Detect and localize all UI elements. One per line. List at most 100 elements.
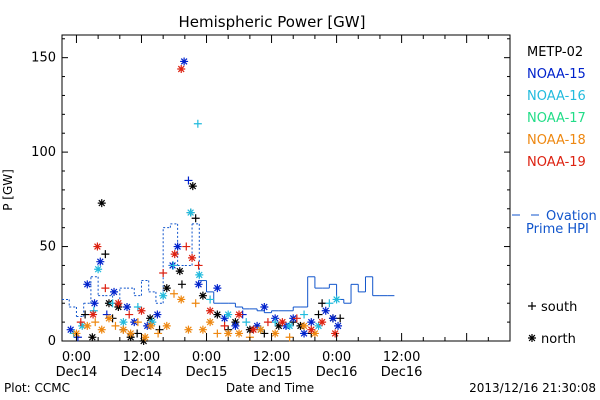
x-tick-label-time: 12:00 <box>123 350 160 365</box>
data-point-north <box>153 310 162 319</box>
data-point-north <box>220 314 229 323</box>
data-point-south <box>528 302 536 310</box>
data-point-north <box>146 321 155 330</box>
symbol-legend-label: south <box>541 300 577 315</box>
data-point-north <box>126 329 135 338</box>
x-tick-label-date: Dec16 <box>381 365 423 380</box>
data-point-north <box>224 310 233 319</box>
data-point-south <box>220 321 229 330</box>
x-axis-label: Date and Time <box>226 381 314 395</box>
data-point-north <box>123 303 132 311</box>
data-point-south <box>260 329 269 338</box>
data-point-north <box>321 306 330 315</box>
data-point-north <box>173 242 182 251</box>
data-point-north <box>114 299 123 308</box>
data-points <box>66 57 345 345</box>
series-noaa-15 <box>66 57 343 342</box>
data-point-south <box>206 295 215 304</box>
y-axis-label: P [GW] <box>1 169 15 211</box>
data-point-south <box>170 289 178 298</box>
data-point-south <box>133 318 142 327</box>
data-point-north <box>97 199 106 208</box>
x-tick-label-time: 0:00 <box>322 350 351 365</box>
data-point-north <box>307 318 316 327</box>
data-point-south <box>285 333 294 342</box>
data-point-north <box>213 284 222 293</box>
data-point-north <box>78 321 87 330</box>
data-point-south <box>325 299 334 308</box>
data-point-south <box>125 310 134 319</box>
data-point-south <box>169 261 178 270</box>
data-point-south <box>155 325 164 334</box>
data-point-north <box>94 265 103 274</box>
data-point-north <box>198 325 207 334</box>
y-tick-label: 50 <box>39 240 56 255</box>
data-point-north <box>104 314 113 323</box>
data-point-north <box>271 329 280 338</box>
legend-item: NOAA-16 <box>527 89 586 104</box>
data-point-north <box>334 321 343 330</box>
x-tick-label-time: 0:00 <box>62 350 91 365</box>
data-point-north <box>194 280 203 289</box>
data-point-south <box>101 284 110 293</box>
data-point-north <box>180 57 189 66</box>
data-point-north <box>89 310 98 319</box>
x-axis: 0:00Dec1412:00Dec140:00Dec1512:00Dec150:… <box>56 35 511 380</box>
data-point-south <box>318 299 327 308</box>
data-point-north <box>310 329 319 338</box>
data-point-north <box>274 321 283 330</box>
data-point-south <box>263 318 272 327</box>
x-tick-label-date: Dec15 <box>251 365 293 380</box>
data-point-north <box>528 334 536 342</box>
data-point-south <box>81 310 90 319</box>
data-point-north <box>285 321 294 330</box>
data-point-south <box>193 119 202 128</box>
data-point-north <box>318 318 327 327</box>
legend: METP-02 NOAA-15 NOAA-16 NOAA-17 NOAA-18 NOAA-… <box>527 45 586 170</box>
data-point-south <box>154 329 163 338</box>
data-point-north <box>188 253 197 262</box>
data-point-north <box>186 208 195 217</box>
data-point-north <box>146 314 155 323</box>
plot-timestamp: 2013/12/16 21:30:08 <box>469 381 596 395</box>
data-point-north <box>260 303 269 311</box>
data-point-north <box>141 333 150 342</box>
legend-item: METP-02 <box>527 45 583 60</box>
legend-item: NOAA-15 <box>527 67 586 82</box>
data-point-south <box>300 310 309 319</box>
data-point-north <box>83 280 92 289</box>
data-point-north <box>231 321 240 330</box>
x-tick-label-date: Dec14 <box>56 365 98 380</box>
data-point-north <box>224 329 233 338</box>
data-point-south <box>191 299 200 308</box>
legend-item: NOAA-19 <box>527 155 586 170</box>
data-point-north <box>235 310 244 319</box>
data-point-north <box>97 325 106 334</box>
data-point-south <box>76 318 85 327</box>
data-point-north <box>206 306 215 315</box>
data-point-south <box>159 269 168 277</box>
data-point-north <box>119 325 128 334</box>
x-tick-label-time: 0:00 <box>192 350 221 365</box>
data-point-north <box>96 257 105 266</box>
data-point-south <box>111 321 120 330</box>
data-point-south <box>177 280 186 289</box>
legend-item: NOAA-17 <box>527 111 586 126</box>
data-point-south <box>271 318 280 327</box>
data-point-north <box>139 337 148 345</box>
series-noaa-19 <box>76 65 340 338</box>
data-point-north <box>119 318 128 327</box>
data-point-north <box>300 321 309 330</box>
data-point-north <box>195 270 204 279</box>
data-point-north <box>332 295 341 304</box>
data-point-north <box>249 325 258 334</box>
data-point-north <box>148 318 157 327</box>
data-point-north <box>177 65 186 73</box>
data-point-north <box>206 318 215 327</box>
data-point-north <box>137 306 146 315</box>
data-point-north <box>83 321 92 330</box>
data-point-north <box>307 325 316 334</box>
